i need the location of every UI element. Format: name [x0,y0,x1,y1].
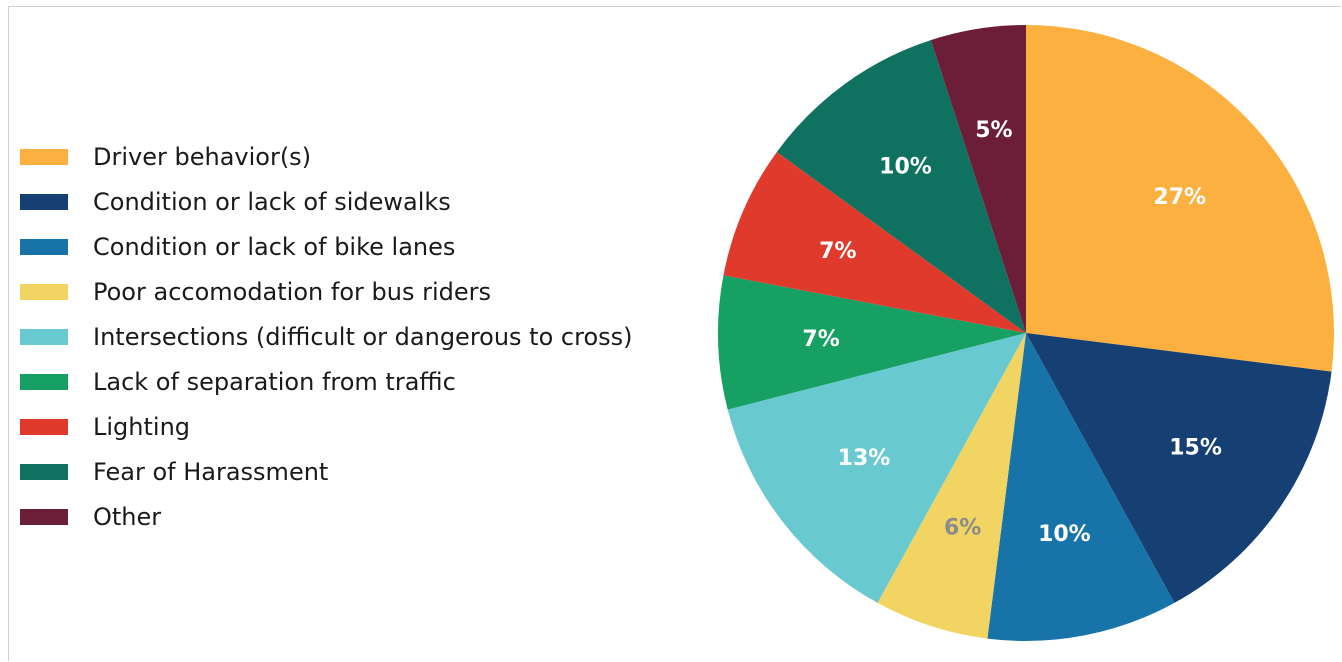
legend-swatch [20,148,68,165]
pie-slice-harassment [776,40,1026,334]
legend-swatch [20,463,68,480]
legend-label: Other [93,502,162,531]
pie-slice-bike-lanes [987,333,1175,641]
legend-label: Lighting [93,412,191,441]
legend-label: Driver behavior(s) [93,142,312,171]
pie-slice-bus-riders [877,333,1026,639]
pie-slice-lighting [723,151,1026,333]
legend-swatch [20,373,68,390]
legend-swatch [20,193,68,210]
legend-label: Intersections (difficult or dangerous to… [93,322,633,351]
data-label-bus-riders: 6% [944,515,981,540]
legend-item-harassment: Fear of Harassment [20,449,633,494]
legend-swatch [20,508,68,525]
legend-label: Poor accomodation for bus riders [93,277,491,306]
legend-item-lighting: Lighting [20,404,633,449]
pie-slice-driver-behavior [1026,25,1335,372]
data-label-driver-behavior: 27% [1153,185,1206,210]
legend-item-bike-lanes: Condition or lack of bike lanes [20,224,633,269]
pie-slice-other [930,25,1026,333]
legend-label: Condition or lack of sidewalks [93,187,451,216]
chart-frame [8,6,1341,661]
pie-slice-sidewalks [1026,333,1332,603]
legend-swatch [20,283,68,300]
pie-slice-intersections [727,333,1026,603]
legend-swatch [20,418,68,435]
data-label-other: 5% [975,118,1012,143]
legend-item-driver-behavior: Driver behavior(s) [20,134,633,179]
legend-swatch [20,238,68,255]
legend-swatch [20,328,68,345]
legend-label: Condition or lack of bike lanes [93,232,456,261]
legend-label: Lack of separation from traffic [93,367,456,396]
legend-item-intersections: Intersections (difficult or dangerous to… [20,314,633,359]
data-label-sidewalks: 15% [1169,436,1222,461]
legend-label: Fear of Harassment [93,457,329,486]
legend-item-other: Other [20,494,633,539]
data-label-intersections: 13% [838,446,891,471]
data-label-bike-lanes: 10% [1038,522,1091,547]
legend-item-separation: Lack of separation from traffic [20,359,633,404]
data-label-separation: 7% [802,327,839,352]
data-label-lighting: 7% [819,239,856,264]
data-label-harassment: 10% [879,155,932,180]
legend-item-sidewalks: Condition or lack of sidewalks [20,179,633,224]
pie-slice-separation [718,275,1026,410]
chart-legend: Driver behavior(s) Condition or lack of … [20,134,633,539]
legend-item-bus-riders: Poor accomodation for bus riders [20,269,633,314]
